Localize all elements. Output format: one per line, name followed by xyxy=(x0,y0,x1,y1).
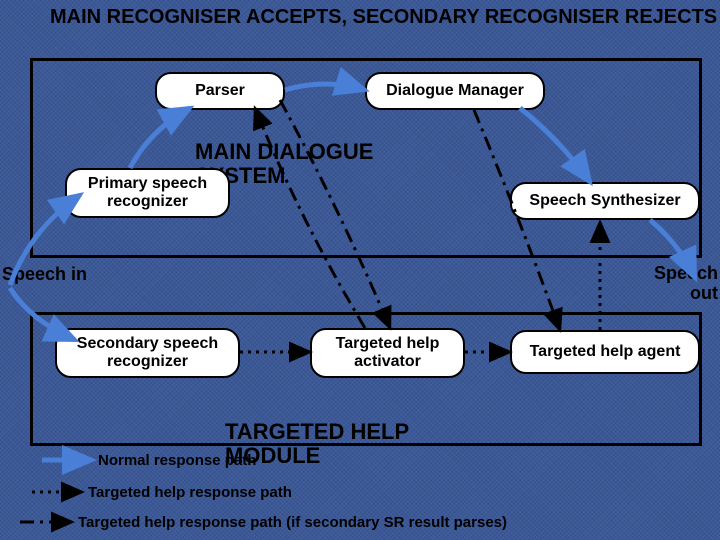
secondary-recognizer-label: Secondary speech recognizer xyxy=(63,335,232,372)
parser-node: Parser xyxy=(155,72,285,110)
legend-targeted-path: Targeted help response path xyxy=(88,484,292,501)
help-activator-label: Targeted help activator xyxy=(318,335,457,372)
parser-label: Parser xyxy=(195,82,245,100)
dialogue-manager-node: Dialogue Manager xyxy=(365,72,545,110)
dialogue-manager-label: Dialogue Manager xyxy=(386,82,524,100)
legend-targeted-parse-path: Targeted help response path (if secondar… xyxy=(78,514,507,531)
primary-recognizer-node: Primary speech recognizer xyxy=(65,168,230,218)
help-agent-label: Targeted help agent xyxy=(530,343,681,361)
help-agent-node: Targeted help agent xyxy=(510,330,700,374)
speech-out-text: Speech out xyxy=(654,263,718,303)
help-activator-node: Targeted help activator xyxy=(310,328,465,378)
speech-synthesizer-label: Speech Synthesizer xyxy=(529,192,680,210)
speech-in-label: Speech in xyxy=(2,264,87,285)
speech-out-label: Speech out xyxy=(638,264,718,304)
primary-recognizer-label: Primary speech recognizer xyxy=(73,175,222,212)
secondary-recognizer-node: Secondary speech recognizer xyxy=(55,328,240,378)
help-module-label: TARGETED HELP MODULE xyxy=(225,420,445,468)
diagram-title: MAIN RECOGNISER ACCEPTS, SECONDARY RECOG… xyxy=(50,6,717,29)
speech-synthesizer-node: Speech Synthesizer xyxy=(510,182,700,220)
legend-normal-path: Normal response path xyxy=(98,452,256,469)
